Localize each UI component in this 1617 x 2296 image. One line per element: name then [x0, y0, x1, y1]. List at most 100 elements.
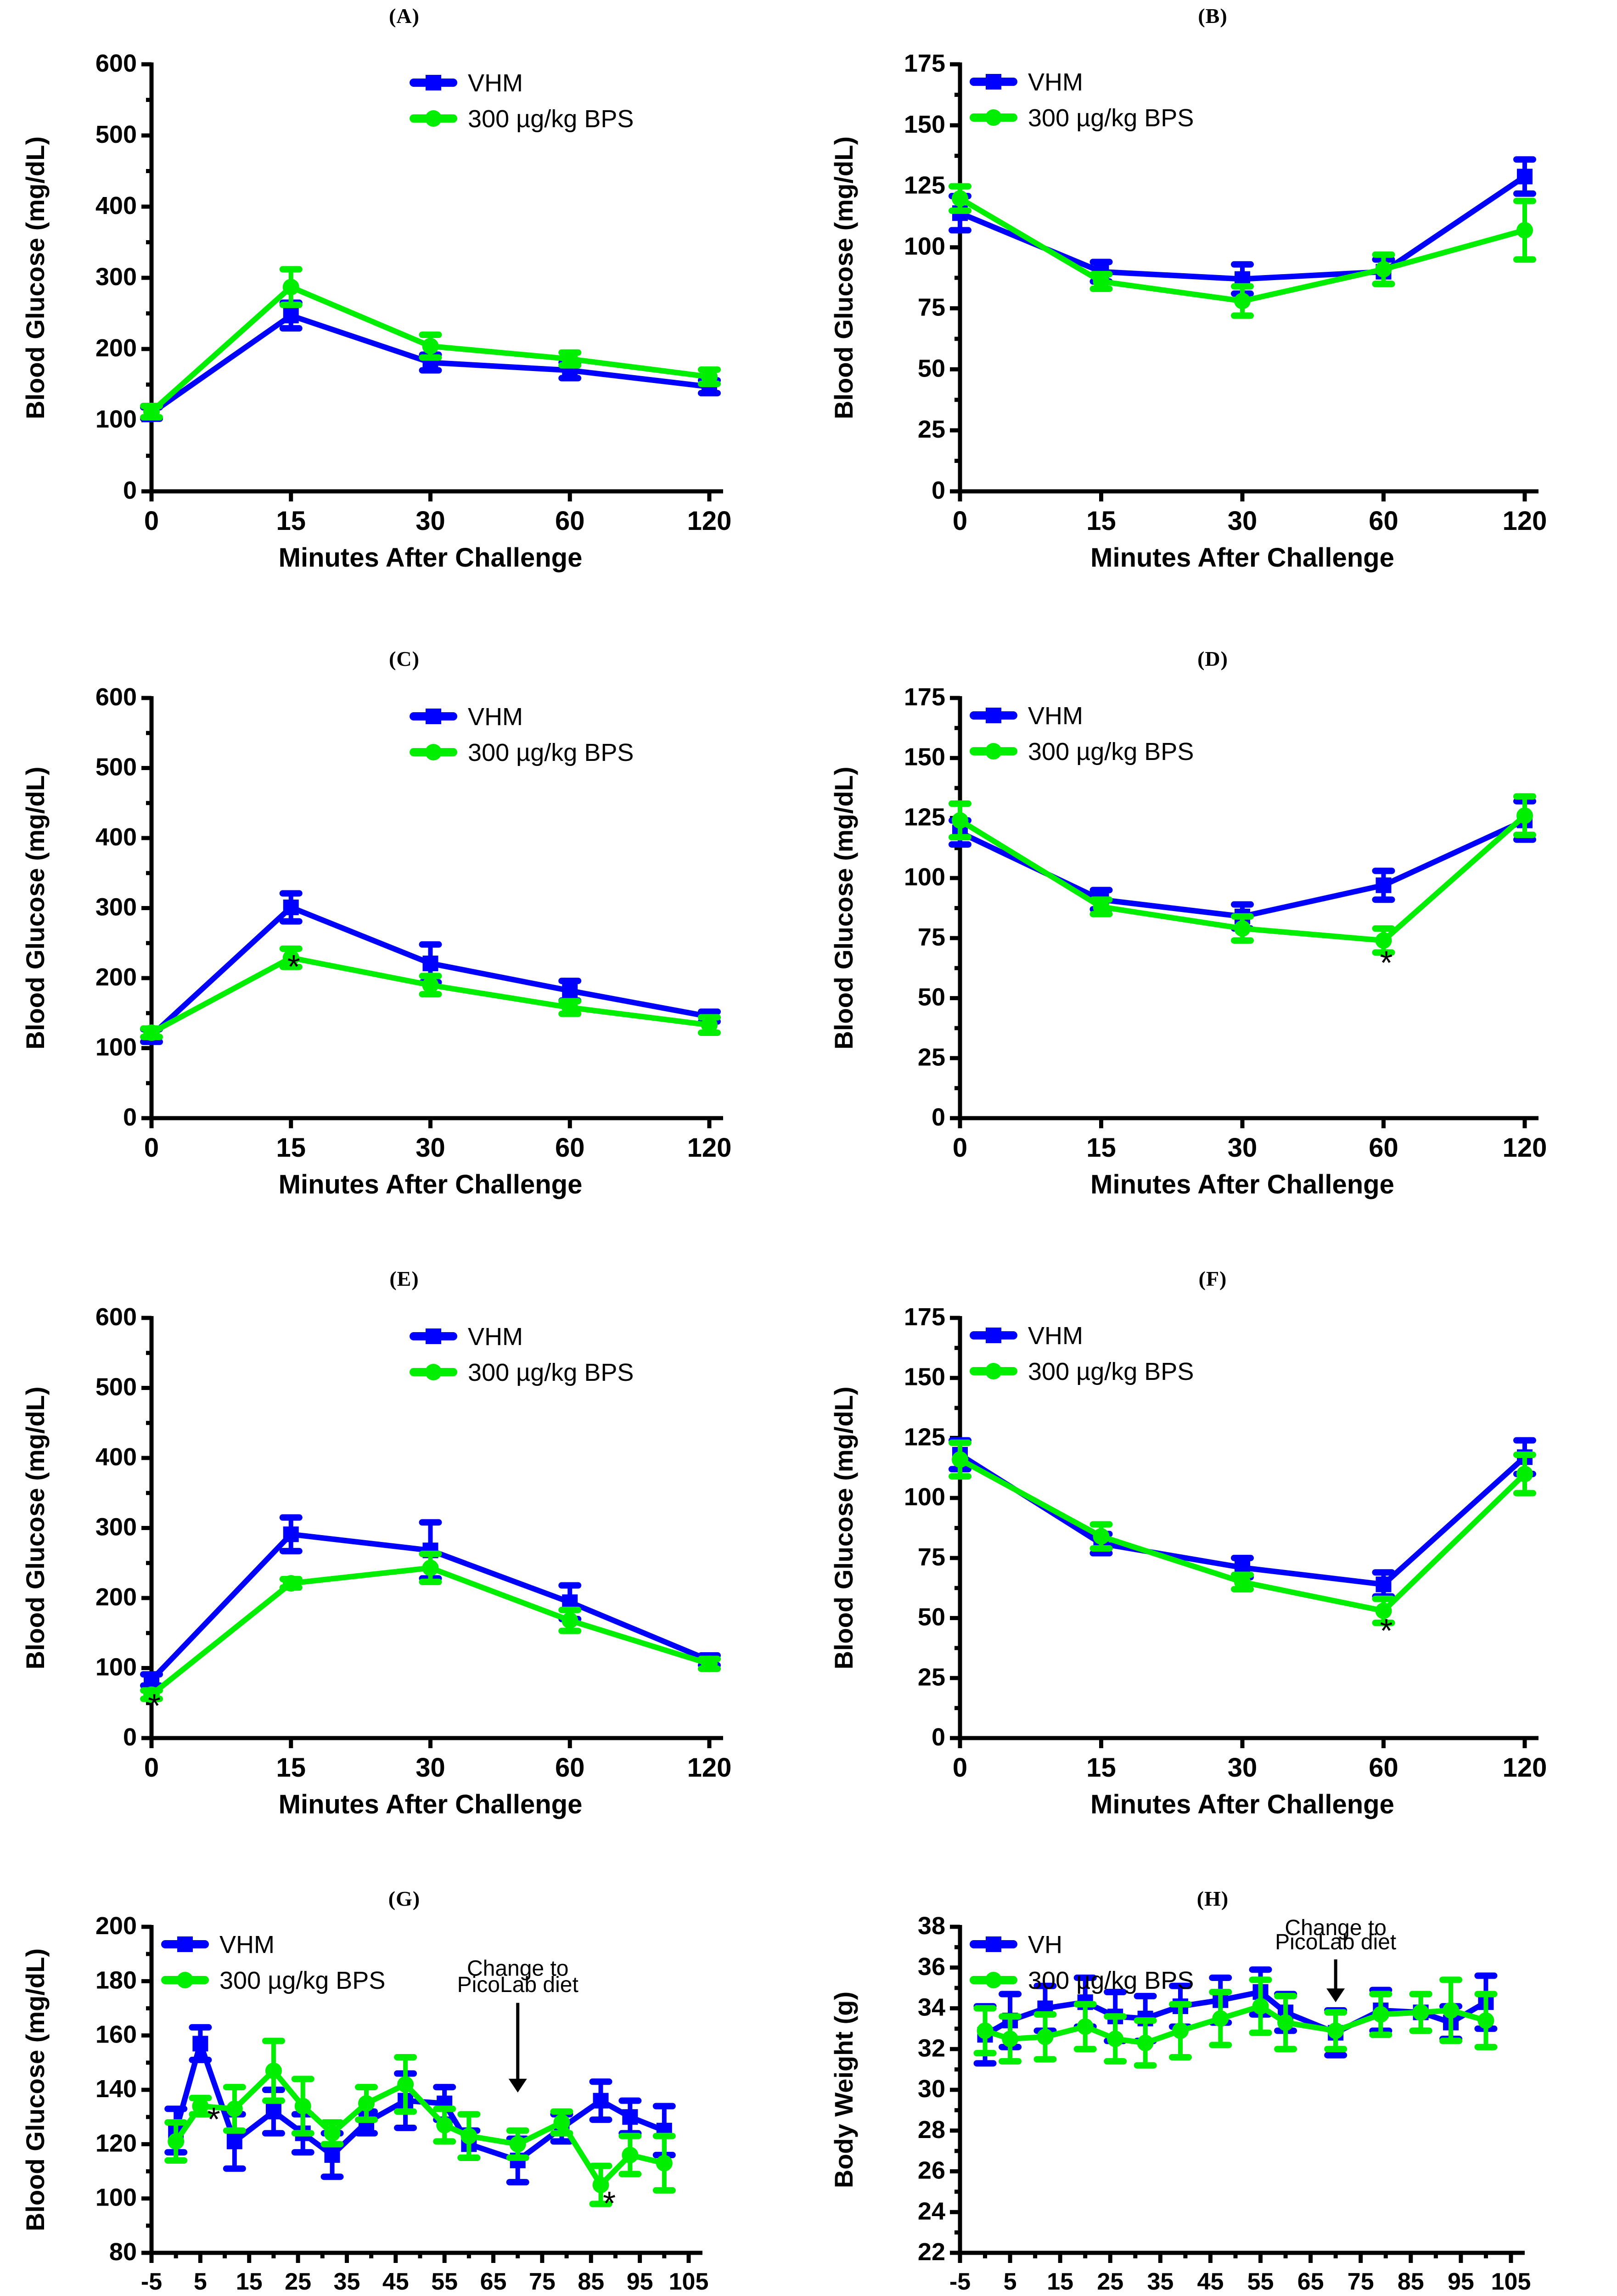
- x-tick-label: 15: [276, 506, 306, 536]
- y-tick-label: 50: [918, 355, 945, 382]
- significance-asterisk: *: [603, 2185, 616, 2222]
- legend-label: VH: [1028, 1931, 1062, 1958]
- data-point-marker: [1372, 2006, 1389, 2023]
- data-point-marker: [1376, 877, 1392, 893]
- y-tick-label: 25: [918, 1663, 945, 1691]
- data-point-marker: [192, 2036, 208, 2052]
- annotation-text: Change to: [467, 1957, 569, 1981]
- series-bps: [140, 945, 721, 1041]
- panel-D: (D) 0 25 50 75 100 125 150 175 0 15 30 60 120 Blood G…: [808, 643, 1617, 1263]
- x-tick-label: 15: [1047, 2268, 1073, 2295]
- legend-label: 300 µg/kg BPS: [468, 105, 634, 133]
- chart-svg-C: 0 100 200 300 400 500 600 0 15 30 60 120 Blood Gluco…: [21, 683, 731, 1199]
- data-point-marker: [562, 983, 578, 999]
- data-point-marker: [622, 2147, 639, 2163]
- x-tick-label: 95: [627, 2268, 653, 2295]
- data-point-marker: [1037, 2028, 1054, 2045]
- legend-marker: [426, 75, 442, 90]
- legend-marker: [985, 1363, 1002, 1379]
- x-tick-label: 120: [1503, 506, 1547, 536]
- y-tick-label: 0: [932, 1103, 945, 1131]
- series-vehicle: [140, 1514, 721, 1689]
- data-point-marker: [422, 955, 438, 971]
- legend-marker: [426, 709, 442, 724]
- panel-label-D: (D): [1197, 647, 1228, 670]
- series-line: [984, 2003, 1487, 2046]
- data-point-marker: [1327, 2022, 1344, 2039]
- y-axis-title: Blood Glucose (mg/dL): [21, 767, 50, 1050]
- chart-svg-E: 0 100 200 300 400 500 600 0 15 30 60 120 Blood Gluco…: [21, 1303, 732, 1819]
- legend-marker: [425, 110, 442, 127]
- x-tick-label: 55: [1247, 2268, 1274, 2295]
- x-tick-label: 15: [1086, 1753, 1116, 1783]
- x-axis-title: Minutes After Challenge: [279, 543, 583, 573]
- data-point-marker: [561, 999, 578, 1016]
- data-point-marker: [1477, 2012, 1494, 2029]
- legend: VHM 300 µg/kg BPS: [970, 68, 1194, 132]
- data-point-marker: [1517, 169, 1533, 185]
- chart-svg-D: 0 25 50 75 100 125 150 175 0 15 30 60 120 Blood Gluco…: [829, 683, 1547, 1199]
- y-axis-title: Blood Glucose (mg/dL): [21, 1387, 50, 1670]
- panel-label-B: (B): [1198, 4, 1228, 28]
- legend-label: VHM: [468, 1323, 523, 1351]
- panel-B: (B) 0 25 50 75 100 125 150 175 0 15 30 60 120 Blood G…: [808, 0, 1617, 643]
- x-tick-label: 45: [1197, 2268, 1224, 2295]
- x-tick-label: 5: [194, 2268, 207, 2295]
- series-bps: [164, 2037, 676, 2207]
- x-tick-label: 120: [687, 1753, 732, 1783]
- data-point-marker: [283, 308, 299, 324]
- y-tick-label: 75: [918, 923, 945, 951]
- y-tick-label: 24: [918, 2197, 945, 2225]
- series-vehicle: [949, 156, 1536, 297]
- legend-marker: [986, 708, 1001, 723]
- y-tick-label: 100: [95, 1654, 137, 1681]
- chart-svg-A: 0 100 200 300 400 500 600 0 15 30 60 120 Blood Gluco…: [21, 50, 731, 573]
- x-axis-title: Minutes After Challenge: [279, 1790, 583, 1819]
- data-point-marker: [282, 279, 299, 296]
- x-tick-label: 30: [1228, 506, 1258, 536]
- x-tick-label: 30: [1228, 1753, 1258, 1783]
- data-point-marker: [265, 2062, 282, 2079]
- significance-asterisk: *: [148, 1688, 161, 1724]
- y-tick-label: 200: [95, 1912, 137, 1940]
- x-tick-label: 85: [578, 2268, 604, 2295]
- y-tick-label: 400: [95, 192, 137, 219]
- y-tick-label: 75: [918, 293, 945, 321]
- y-tick-label: 75: [918, 1543, 945, 1571]
- y-tick-label: 175: [904, 50, 945, 77]
- data-point-marker: [324, 2147, 340, 2163]
- y-tick-label: 0: [932, 1723, 945, 1751]
- data-point-marker: [282, 949, 299, 966]
- y-tick-label: 0: [932, 477, 945, 504]
- legend-label: 300 µg/kg BPS: [1028, 104, 1194, 132]
- data-point-marker: [1093, 273, 1110, 290]
- y-tick-label: 0: [123, 1103, 137, 1131]
- data-point-marker: [283, 899, 299, 915]
- data-point-marker: [422, 1559, 439, 1576]
- x-tick-label: 0: [144, 1753, 159, 1783]
- x-tick-label: 0: [144, 506, 159, 536]
- x-tick-label: 65: [480, 2268, 507, 2295]
- y-tick-label: 200: [95, 334, 137, 362]
- significance-asterisk: *: [1380, 945, 1392, 981]
- chart-svg-H: 22 24 26 28 30 32 34 36 38 -5 5 15 25 35 45 55 65 75 85 95 1…: [829, 1912, 1531, 2295]
- panel-E: (E) 0 100 200 300 400 500 600 0 15 30 60 120 Blood G…: [0, 1263, 808, 1883]
- x-tick-label: 60: [555, 1753, 585, 1783]
- series-bps: [949, 183, 1536, 319]
- x-tick-label: 35: [334, 2268, 360, 2295]
- y-tick-label: 80: [109, 2238, 137, 2266]
- data-point-marker: [282, 1575, 299, 1592]
- y-tick-label: 30: [918, 2075, 945, 2103]
- significance-asterisk: *: [208, 2101, 220, 2138]
- y-tick-label: 100: [904, 1483, 945, 1511]
- series-vehicle: [140, 299, 721, 422]
- y-tick-label: 25: [918, 1043, 945, 1071]
- x-tick-label: 60: [1369, 1133, 1398, 1163]
- y-tick-label: 150: [904, 743, 945, 771]
- legend-marker: [986, 74, 1001, 90]
- chart-svg-F: 0 25 50 75 100 125 150 175 0 15 30 60 120 Blood Gluco…: [829, 1303, 1547, 1819]
- y-tick-label: 175: [904, 683, 945, 711]
- legend-marker: [177, 1972, 193, 1988]
- legend-marker: [986, 1936, 1001, 1952]
- legend-label: 300 µg/kg BPS: [1028, 1967, 1194, 1994]
